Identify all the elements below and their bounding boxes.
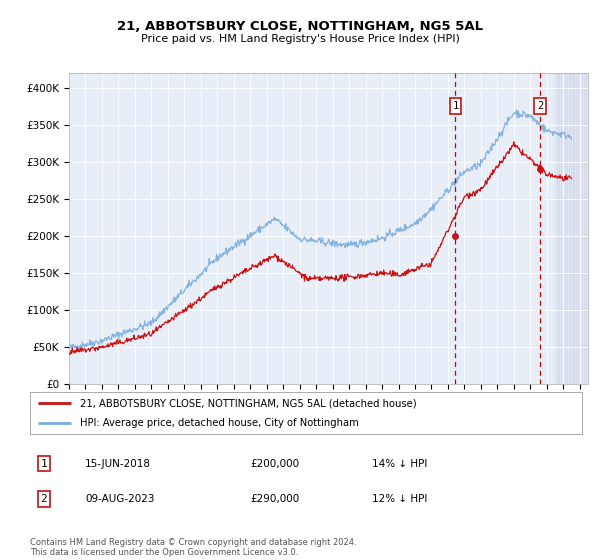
Text: 2: 2 [537,101,544,111]
Bar [555,73,588,384]
Text: £200,000: £200,000 [251,459,300,469]
Text: Price paid vs. HM Land Registry's House Price Index (HPI): Price paid vs. HM Land Registry's House … [140,34,460,44]
Text: 21, ABBOTSBURY CLOSE, NOTTINGHAM, NG5 5AL: 21, ABBOTSBURY CLOSE, NOTTINGHAM, NG5 5A… [117,20,483,32]
Text: Contains HM Land Registry data © Crown copyright and database right 2024.
This d: Contains HM Land Registry data © Crown c… [30,538,356,557]
Text: 21, ABBOTSBURY CLOSE, NOTTINGHAM, NG5 5AL (detached house): 21, ABBOTSBURY CLOSE, NOTTINGHAM, NG5 5A… [80,398,416,408]
Text: £290,000: £290,000 [251,494,300,504]
Text: 14% ↓ HPI: 14% ↓ HPI [372,459,428,469]
Text: 1: 1 [40,459,47,469]
Text: 15-JUN-2018: 15-JUN-2018 [85,459,151,469]
Text: HPI: Average price, detached house, City of Nottingham: HPI: Average price, detached house, City… [80,418,358,428]
Text: 09-AUG-2023: 09-AUG-2023 [85,494,155,504]
Text: 1: 1 [452,101,458,111]
Text: 2: 2 [40,494,47,504]
Text: 12% ↓ HPI: 12% ↓ HPI [372,494,428,504]
